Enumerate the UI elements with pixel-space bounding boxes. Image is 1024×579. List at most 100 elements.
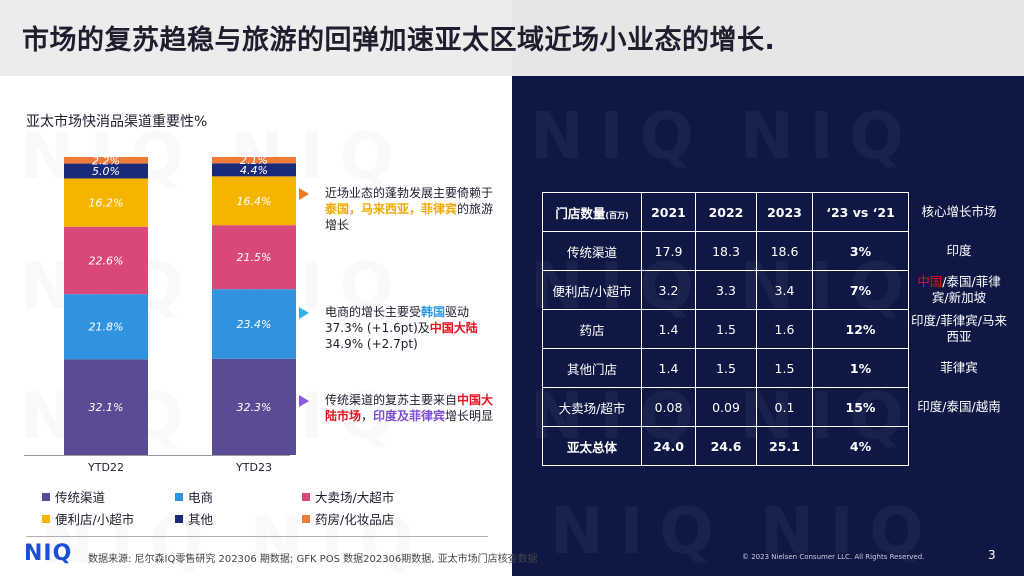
legend-label: 大卖场/大超市 — [315, 490, 395, 505]
table-cell-y2022: 1.5 — [695, 348, 757, 388]
table-cell-core-market: 菲律宾 — [909, 349, 1010, 388]
title-band-right — [512, 0, 1024, 76]
table-cell-change: 3% — [812, 231, 909, 271]
bar-segment — [64, 226, 148, 295]
table-cell-change: 12% — [812, 309, 909, 349]
niq-watermark: NIQ — [760, 495, 940, 569]
callout-text-part: 韩国 — [421, 305, 446, 319]
header-2022: 2022 — [695, 192, 757, 232]
legend-swatch — [175, 493, 183, 501]
callout-text: 电商的增长主要受韩国驱动 37.3% (+1.6pt)及中国大陆 34.9% (… — [325, 304, 499, 352]
callout: 电商的增长主要受韩国驱动 37.3% (+1.6pt)及中国大陆 34.9% (… — [299, 304, 499, 352]
legend-swatch — [175, 515, 183, 523]
table-cell-y2021: 0.08 — [641, 387, 696, 427]
category-label: YTD23 — [235, 461, 272, 474]
table-cell-y2021: 17.9 — [641, 231, 696, 271]
table-cell-y2021: 3.2 — [641, 270, 696, 310]
callout-text: 近场业态的蓬勃发展主要倚赖于泰国，马来西亚，菲律宾的旅游增长 — [325, 185, 499, 233]
total-core-empty — [909, 427, 1010, 466]
legend-item: 传统渠道 — [42, 487, 105, 506]
table-cell-y2023: 18.6 — [756, 231, 813, 271]
bar-value-label: 2.1% — [240, 154, 268, 167]
legend-item: 药房/化妆品店 — [302, 509, 394, 528]
legend-label: 药房/化妆品店 — [315, 512, 395, 527]
bar-segment — [64, 163, 148, 179]
bar-segment — [64, 157, 148, 164]
legend-item: 便利店/小超市 — [42, 509, 134, 528]
legend-label: 便利店/小超市 — [55, 512, 135, 527]
callout-text-part: 近场业态的蓬勃发展主要倚赖于 — [325, 186, 494, 200]
legend-swatch — [302, 515, 310, 523]
bar-segment — [212, 157, 296, 164]
table-cell-y2022: 18.3 — [695, 231, 757, 271]
table-row: 药店 1.4 1.5 1.6 12% 印度/菲律宾/马来西亚 — [542, 309, 1010, 349]
bar-value-label: 32.1% — [89, 401, 124, 414]
copyright: © 2023 Nielsen Consumer LLC. All Rights … — [742, 553, 925, 561]
legend-swatch — [42, 493, 50, 501]
table-cell-change: 15% — [812, 387, 909, 427]
callout-text: 传统渠道的复苏主要来自中国大陆市场，印度及菲律宾增长明显 — [325, 392, 499, 424]
page-number: 3 — [988, 548, 996, 562]
total-2022: 24.6 — [695, 426, 757, 466]
table-cell-y2021: 1.4 — [641, 348, 696, 388]
niq-watermark: NIQ — [740, 100, 920, 174]
bar-value-label: 22.6% — [89, 255, 124, 268]
arrow-icon — [299, 395, 309, 407]
legend-swatch — [302, 493, 310, 501]
callout-text-part: 的旅游增长 — [325, 202, 494, 232]
table-total-row: 亚太总体 24.0 24.6 25.1 4% — [542, 426, 1010, 466]
table-cell-y2023: 3.4 — [756, 270, 813, 310]
header-core-market: 核心增长市场 — [921, 204, 997, 219]
bar-segment — [212, 289, 296, 359]
legend-label: 其他 — [188, 512, 214, 527]
niq-logo: NIQ — [24, 541, 73, 566]
bar-value-label: 16.4% — [237, 195, 272, 208]
total-2021: 24.0 — [641, 426, 696, 466]
bar-value-label: 21.5% — [237, 251, 272, 264]
core-market-part: 印度 — [946, 243, 972, 258]
table-cell-core-market: 印度/菲律宾/马来西亚 — [909, 310, 1010, 349]
bar-value-label: 23.4% — [237, 318, 272, 331]
bar-value-label: 4.4% — [240, 164, 268, 177]
table-cell-y2023: 1.5 — [756, 348, 813, 388]
table-cell-name: 药店 — [542, 309, 642, 349]
legend-label: 电商 — [188, 490, 214, 505]
table-cell-change: 1% — [812, 348, 909, 388]
legend-label: 传统渠道 — [55, 490, 106, 505]
footer-divider — [26, 536, 488, 537]
callout-text-part: 传统渠道的复苏主要来自 — [325, 393, 458, 407]
callout: 传统渠道的复苏主要来自中国大陆市场，印度及菲律宾增长明显 — [299, 392, 499, 424]
header-unit: (百万) — [605, 210, 629, 220]
niq-watermark: NIQ — [550, 495, 730, 569]
table-cell-core-market: 印度/泰国/越南 — [909, 388, 1010, 427]
total-name: 亚太总体 — [542, 426, 642, 466]
page-title: 市场的复苏趋稳与旅游的回弹加速亚太区域近场小业态的增长. — [22, 25, 776, 56]
table-cell-name: 便利店/小超市 — [542, 270, 642, 310]
bar-segment — [64, 359, 148, 455]
table-row: 大卖场/超市 0.08 0.09 0.1 15% 印度/泰国/越南 — [542, 387, 1010, 427]
total-2023: 25.1 — [756, 426, 813, 466]
callout-text-part: 印度及菲律宾 — [373, 409, 446, 423]
table-body: 传统渠道 17.9 18.3 18.6 3% 印度 便利店/小超市 3.2 3.3 3.4 7% 中国… — [542, 231, 1010, 427]
callout-text-part: 电商的增长主要受 — [325, 305, 422, 319]
legend-item: 大卖场/大超市 — [302, 487, 394, 506]
legend-swatch — [42, 515, 50, 523]
bar-segment — [64, 294, 148, 360]
table-cell-y2023: 1.6 — [756, 309, 813, 349]
store-count-table: 门店数量(百万) 2021 2022 2023 ‘23 vs ‘21 核心增长市… — [542, 192, 1010, 466]
header-store-count: 门店数量(百万) — [542, 192, 642, 232]
total-change: 4% — [812, 426, 909, 466]
core-market-part: 印度/泰国/越南 — [917, 399, 1001, 414]
niq-watermark: NIQ — [530, 100, 710, 174]
table-cell-name: 其他门店 — [542, 348, 642, 388]
callout-text-part: 中国大陆市场 — [325, 393, 494, 423]
table-cell-y2022: 1.5 — [695, 309, 757, 349]
table-cell-name: 传统渠道 — [542, 231, 642, 271]
bar-segment — [212, 163, 296, 177]
bar-value-label: 32.3% — [237, 401, 272, 414]
table-header-row: 门店数量(百万) 2021 2022 2023 ‘23 vs ‘21 核心增长市… — [542, 192, 1010, 232]
bar-value-label: 5.0% — [92, 165, 120, 178]
arrow-icon — [299, 307, 309, 319]
data-source: 数据来源: 尼尔森IQ零售研究 202306 期数据; GFK POS 数据20… — [88, 554, 538, 565]
core-market-part: 印度/菲律宾/马来西亚 — [911, 313, 1007, 344]
